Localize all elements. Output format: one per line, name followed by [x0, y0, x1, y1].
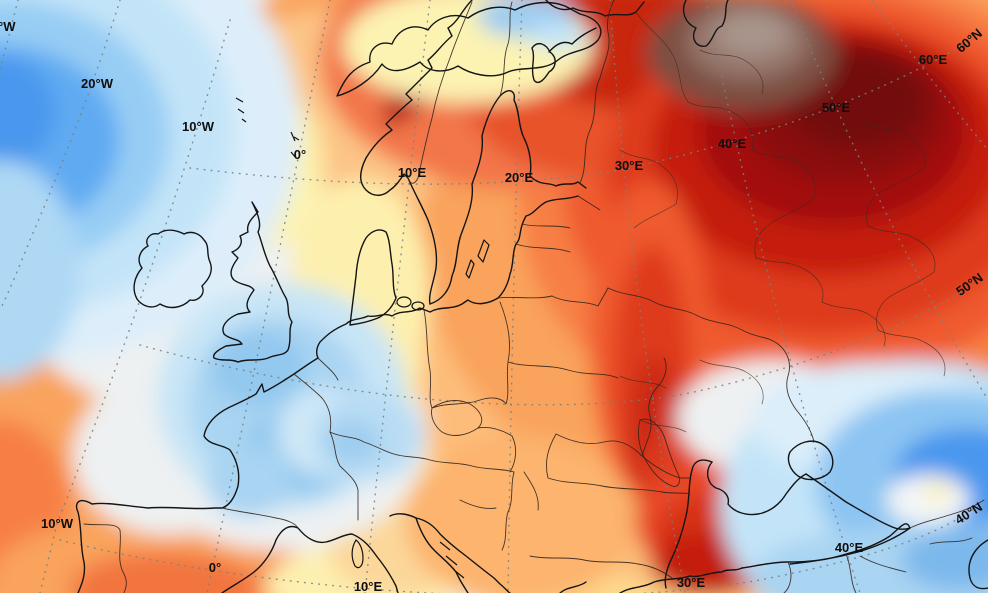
coast-aegean-marmara — [559, 567, 743, 593]
border-moldova — [637, 418, 681, 487]
border-austria-hungary — [393, 427, 517, 473]
coast-zealand — [411, 301, 425, 311]
region-borders-russia — [619, 11, 946, 433]
coast-corsica — [351, 539, 364, 569]
coast-west-europe — [75, 357, 319, 593]
oblast-line — [751, 149, 816, 199]
coast-italy-east — [415, 517, 469, 593]
graticule-label-30e-upper: 30°E — [615, 158, 644, 173]
coast-crimea — [706, 461, 807, 516]
border-portugal-spain — [83, 507, 299, 593]
border-norway-sweden — [407, 1, 473, 184]
oblast-line — [635, 11, 689, 103]
coast-black-sea-west — [664, 459, 713, 589]
border-alps — [329, 431, 395, 521]
graticule-label-40e-lower: 40°E — [835, 540, 864, 555]
meridian-50e — [789, 0, 988, 401]
oblast-line — [687, 101, 754, 151]
meridian-20e — [507, 0, 523, 593]
oblast-line — [754, 197, 815, 259]
oblast-line — [755, 257, 824, 303]
border-caucasus — [859, 499, 985, 573]
border-ukraine-russia — [607, 287, 815, 443]
graticule-label-60e: 60°E — [919, 52, 948, 67]
graticule-label-20w: 20°W — [81, 76, 114, 91]
meridian-40e — [705, 0, 861, 593]
oblast-line — [699, 49, 764, 95]
border-turkey-internal — [783, 553, 857, 593]
graticule-label-0-lower: 0° — [209, 560, 221, 575]
border-bulgaria-turkey-greece — [529, 555, 673, 579]
oblast-line — [877, 329, 946, 377]
coast-faroe-islands — [235, 97, 247, 123]
coast-shetland — [290, 131, 300, 159]
oblast-line — [867, 225, 936, 273]
graticule-label-30e-lower: 30°E — [677, 575, 706, 590]
border-belarus — [507, 287, 619, 379]
coast-iberia-mediterranean — [221, 525, 399, 593]
coast-baltic-south-shore — [315, 195, 579, 359]
coast-kanin — [682, 0, 729, 47]
border-finland-russia — [579, 0, 615, 184]
border-sweden-finland — [499, 1, 513, 97]
border-balkans — [459, 471, 539, 551]
coast-iceland — [336, 1, 602, 97]
oblast-line — [619, 375, 687, 433]
coast-ireland — [133, 229, 212, 309]
meridian-20w — [0, 0, 121, 311]
graticule-label-20e: 20°E — [505, 170, 534, 185]
oblast-line — [821, 301, 886, 347]
oblast-line — [866, 167, 925, 227]
coast-caspian-corner — [968, 539, 988, 590]
coast-sea-of-azov — [787, 440, 834, 481]
graticule-label-10w-upper: 10°W — [182, 119, 215, 134]
graticule-label-0-upper: 0° — [294, 147, 306, 162]
coast-great-britain — [212, 201, 293, 363]
graticule-label-30w: °W — [0, 19, 16, 34]
coast-dalmatian-islands — [439, 541, 465, 579]
coast-norway — [360, 0, 473, 305]
oblast-line — [699, 359, 764, 405]
oblast-line — [876, 271, 935, 331]
oblast-line — [619, 149, 678, 229]
coast-adriatic-east — [389, 513, 511, 593]
coastlines — [75, 0, 988, 593]
graticule-label-10w-lower: 10°W — [41, 516, 74, 531]
graticule-label-10e-upper: 10°E — [398, 165, 427, 180]
country-borders — [83, 0, 985, 593]
coast-white-sea — [531, 27, 597, 84]
coast-oland — [465, 259, 475, 279]
coast-denmark — [349, 229, 397, 326]
oblast-line — [859, 119, 926, 169]
border-romania-carpathians — [545, 433, 691, 495]
coast-danish-islands — [396, 296, 412, 308]
graticule-label-50e: 50°E — [822, 100, 851, 115]
border-dniester — [641, 357, 667, 457]
graticule-label-40e-upper: 40°E — [718, 136, 747, 151]
border-baltics — [497, 195, 601, 299]
meridian-10w — [39, 19, 231, 593]
coast-black-sea-east — [805, 473, 911, 531]
graticule-label-10e-lower: 10°E — [354, 579, 383, 593]
coast-kola-barents — [545, 0, 645, 17]
meridian-30w — [0, 0, 19, 71]
coast-gotland — [477, 239, 490, 263]
parallel-50n — [139, 283, 976, 406]
border-benelux-germany-france — [293, 357, 339, 433]
